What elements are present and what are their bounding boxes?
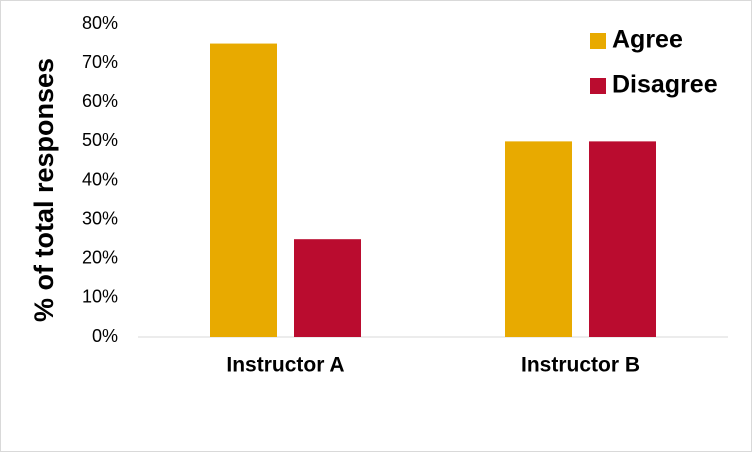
- y-tick-label: 30%: [82, 208, 118, 228]
- legend-label: Disagree: [612, 71, 718, 99]
- bar: [294, 239, 361, 337]
- y-tick-label: 40%: [82, 169, 118, 189]
- bar: [210, 43, 277, 337]
- bar: [589, 141, 656, 337]
- x-tick-label: Instructor B: [521, 354, 640, 377]
- x-tick-label: Instructor A: [226, 354, 344, 377]
- bar: [505, 141, 572, 337]
- y-tick-label: 60%: [82, 91, 118, 111]
- y-tick-label: 20%: [82, 248, 118, 268]
- y-tick-label: 70%: [82, 52, 118, 72]
- legend-swatch: [590, 33, 606, 49]
- y-tick-label: 50%: [82, 130, 118, 150]
- y-tick-label: 80%: [82, 13, 118, 33]
- y-tick-label: 10%: [82, 287, 118, 307]
- legend-swatch: [590, 78, 606, 94]
- y-tick-label: 0%: [92, 326, 118, 346]
- y-axis-title: % of total responses: [29, 58, 59, 322]
- legend-label: Agree: [612, 26, 683, 54]
